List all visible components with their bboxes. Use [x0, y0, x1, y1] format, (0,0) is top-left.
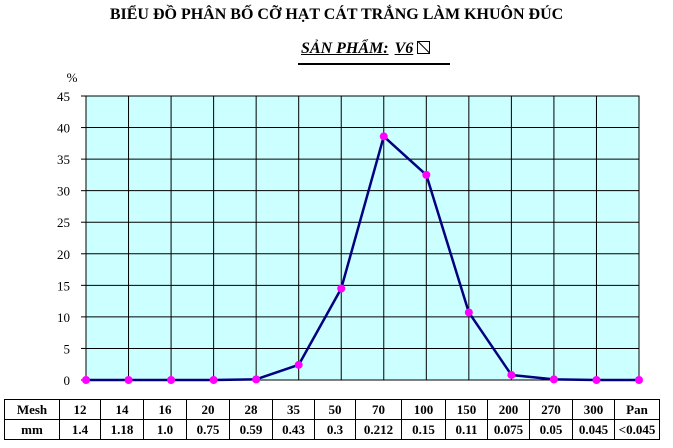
data-point — [124, 376, 133, 384]
mesh-size-table: Mesh 12 14 16 20 28 35 50 70 100 150 200 270 300 Pan m… — [4, 399, 660, 440]
y-axis-label: % — [67, 70, 78, 85]
table-cell: 200 — [487, 399, 530, 420]
table-cell: 0.05 — [529, 419, 573, 440]
y-tick-label: 40 — [57, 121, 70, 136]
table-cell: 0.59 — [229, 419, 273, 440]
table-cell: 50 — [314, 399, 356, 420]
table-cell: 14 — [100, 399, 144, 420]
table-cell: 0.43 — [272, 419, 315, 440]
table-cell: 0.15 — [401, 419, 446, 440]
data-point — [635, 376, 643, 384]
mesh-row: Mesh 12 14 16 20 28 35 50 70 100 150 200 270 300 Pan — [4, 399, 660, 420]
table-cell: 12 — [59, 399, 101, 420]
table-cell: 0.3 — [314, 419, 356, 440]
y-tick-label: 45 — [57, 89, 70, 104]
row-header: Mesh — [4, 399, 60, 420]
table-cell: 300 — [572, 399, 615, 420]
row-header: mm — [4, 419, 60, 440]
table-cell: <0.045 — [614, 419, 660, 440]
table-cell: 270 — [529, 399, 573, 420]
y-tick-label: 0 — [64, 373, 71, 388]
y-tick-label: 5 — [64, 341, 71, 356]
boxed-slash-icon — [417, 41, 431, 54]
line-chart: 0 5 10 15 20 25 30 35 40 45 % — [57, 70, 643, 388]
product-name: V6 — [394, 40, 414, 57]
table-cell: 70 — [355, 399, 402, 420]
y-tick-label: 35 — [57, 152, 70, 167]
data-points — [82, 132, 643, 384]
data-point — [337, 284, 346, 293]
table-cell: 20 — [186, 399, 230, 420]
table-cell: 0.212 — [355, 419, 402, 440]
data-point — [464, 308, 473, 317]
product-label: SẢN PHẨM: — [301, 40, 389, 57]
table-cell: 100 — [401, 399, 446, 420]
data-point — [422, 170, 431, 179]
table-cell: 0.075 — [487, 419, 530, 440]
chart-subtitle: SẢN PHẨM: V6 — [301, 40, 431, 58]
data-point — [592, 376, 601, 384]
subtitle-underline — [298, 63, 450, 65]
data-point — [167, 376, 176, 384]
data-point — [82, 376, 90, 384]
table-cell: 150 — [445, 399, 488, 420]
data-point — [379, 132, 388, 141]
data-point — [209, 376, 218, 384]
table-cell: Pan — [614, 399, 660, 420]
series-line — [86, 135, 639, 382]
table-cell: 0.11 — [445, 419, 488, 440]
data-point — [252, 375, 261, 384]
table-cell: 28 — [229, 399, 273, 420]
chart-title: BIỂU ĐỒ PHÂN BỐ CỠ HẠT CÁT TRẮNG LÀM KHU… — [109, 6, 564, 23]
y-tick-label: 15 — [57, 278, 70, 293]
table-cell: 0.75 — [186, 419, 230, 440]
mm-row: mm 1.4 1.18 1.0 0.75 0.59 0.43 0.3 0.212 0.15 0.11… — [4, 419, 660, 440]
data-point — [507, 370, 516, 379]
table-cell: 35 — [272, 399, 315, 420]
grid — [85, 95, 640, 381]
y-axis: 0 5 10 15 20 25 30 35 40 45 — [57, 89, 86, 388]
y-tick-label: 25 — [57, 215, 70, 230]
y-tick-label: 20 — [57, 247, 70, 262]
y-tick-label: 30 — [57, 184, 70, 199]
data-point — [549, 375, 558, 384]
plot-area — [85, 95, 640, 381]
y-tick-label: 10 — [57, 310, 70, 325]
table-cell: 0.045 — [572, 419, 615, 440]
table-cell: 16 — [143, 399, 187, 420]
table-cell: 1.4 — [59, 419, 101, 440]
table-cell: 1.0 — [143, 419, 187, 440]
data-point — [294, 360, 303, 369]
table-cell: 1.18 — [100, 419, 144, 440]
